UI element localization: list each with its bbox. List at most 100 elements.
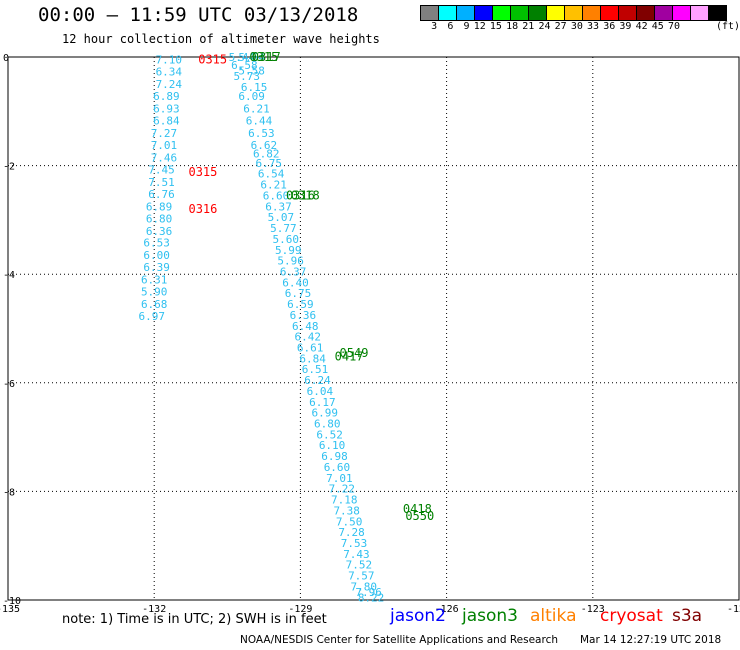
y-tick-label: -6 (3, 379, 15, 390)
color-scale-label: 6 (447, 21, 454, 32)
swh-label: 5.99 (275, 244, 302, 257)
swh-label: 6.36 (290, 309, 317, 322)
swh-label: 5.96 (277, 255, 304, 268)
swh-label: 6.59 (287, 298, 314, 311)
swh-label: 6.53 (248, 127, 275, 140)
credit-line: NOAA/NESDIS Center for Satellite Applica… (240, 634, 558, 646)
swh-label: 7.01 (151, 139, 178, 152)
time-label: 0417 (335, 350, 364, 364)
swh-label: 7.01 (326, 472, 353, 485)
color-scale-label: 18 (506, 21, 519, 32)
swh-label: 6.60 (263, 189, 290, 202)
swh-label: 6.53 (143, 237, 170, 250)
legend-item-cryosat: cryosat (600, 606, 663, 626)
swh-label: 6.44 (246, 115, 273, 128)
swh-label: 5.58 (238, 65, 265, 78)
x-tick-label: -129 (288, 604, 312, 615)
color-scale-label: 24 (538, 21, 551, 32)
time-label: 0315 (198, 53, 227, 67)
x-tick-label: -120 (727, 604, 740, 615)
color-scale-label: 15 (489, 21, 502, 32)
color-scale-bar (420, 5, 727, 21)
swh-label: 7.18 (331, 494, 358, 507)
swh-label: 5.60 (273, 233, 300, 246)
swh-label: 7.51 (148, 176, 175, 189)
color-scale-label: 30 (570, 21, 583, 32)
swh-label: 7.80 (351, 580, 378, 593)
swh-label: 6.75 (255, 157, 282, 170)
color-scale-label: 12 (473, 21, 486, 32)
color-scale-swatch (708, 5, 727, 21)
time-label: 0317 (252, 50, 281, 64)
color-scale-labels: 3 6 9 12 15 18 21 24 27 30 33 36 39 42 45 70 (421, 21, 680, 32)
plot-frame (7, 56, 740, 601)
swh-label: 6.80 (146, 212, 173, 225)
swh-label: 5.73 (234, 70, 261, 83)
y-tick-label: -8 (3, 487, 15, 498)
color-scale-label: 42 (635, 21, 648, 32)
swh-label: 6.37 (280, 265, 307, 278)
color-scale-label: 21 (522, 21, 535, 32)
swh-label: 6.15 (241, 81, 268, 94)
swh-label: 6.62 (251, 139, 278, 152)
swh-label: 6.39 (143, 261, 170, 274)
y-tick-label: -10 (3, 596, 21, 607)
color-scale-label: 45 (651, 21, 664, 32)
swh-label: 7.22 (329, 483, 356, 496)
x-tick-label: -123 (581, 604, 605, 615)
swh-label: 6.04 (307, 385, 334, 398)
swh-label: 8.22 (358, 591, 385, 604)
color-scale-label: 9 (463, 21, 470, 32)
legend-item-jason3: jason3 (462, 606, 518, 626)
legend-item-jason2: jason2 (390, 606, 446, 626)
swh-label: 6.89 (153, 90, 180, 103)
swh-label: 6.24 (304, 374, 331, 387)
y-tick-label: 0 (3, 53, 9, 64)
swh-label: 6.58 (231, 59, 258, 72)
x-tick-label: -126 (435, 604, 459, 615)
swh-label: 7.50 (336, 515, 363, 528)
swh-label: 6.09 (238, 90, 265, 103)
swh-label: 6.10 (319, 439, 346, 452)
legend-item-s3a: s3a (672, 606, 703, 626)
swh-label: 6.51 (302, 363, 329, 376)
swh-label: 6.40 (282, 276, 309, 289)
swh-label: 6.84 (153, 115, 180, 128)
swh-label: 6.52 (316, 428, 343, 441)
credit-timestamp: Mar 14 12:27:19 UTC 2018 (580, 634, 722, 646)
chart-subtitle: 12 hour collection of altimeter wave hei… (62, 32, 380, 46)
swh-label: 6.98 (321, 450, 348, 463)
color-scale-label: 33 (587, 21, 600, 32)
color-scale-label: 36 (603, 21, 616, 32)
swh-label: 5.77 (270, 222, 297, 235)
time-label: 0315 (249, 50, 278, 64)
swh-label: 7.28 (338, 526, 365, 539)
color-scale-label: 70 (667, 21, 680, 32)
swh-label: 7.45 (148, 163, 175, 176)
color-scale-label: 3 (431, 21, 438, 32)
swh-label: 7.52 (346, 559, 373, 572)
time-label: 0418 (403, 502, 432, 516)
swh-label: 6.21 (260, 179, 287, 192)
swh-label: 6.17 (309, 396, 336, 409)
swh-label: 7.43 (343, 548, 370, 561)
swh-label: 6.21 (243, 103, 270, 116)
swh-label: 7.96 (355, 586, 382, 599)
time-label: 0318 (291, 188, 320, 202)
swh-label: 6.75 (285, 287, 312, 300)
time-label: 0550 (405, 509, 434, 523)
time-label: 0549 (340, 346, 369, 360)
legend-item-altika: altika (530, 606, 577, 626)
swh-label: 6.60 (324, 461, 351, 474)
swh-label: 6.89 (146, 200, 173, 213)
swh-label: 6.80 (314, 418, 341, 431)
swh-label: 7.27 (151, 127, 178, 140)
swh-label: 7.38 (333, 504, 360, 517)
y-tick-label: -4 (3, 270, 15, 281)
swh-label: 6.84 (299, 352, 326, 365)
swh-label: 6.42 (294, 331, 321, 344)
swh-label: 6.31 (141, 274, 168, 287)
x-tick-label: -135 (0, 604, 20, 615)
